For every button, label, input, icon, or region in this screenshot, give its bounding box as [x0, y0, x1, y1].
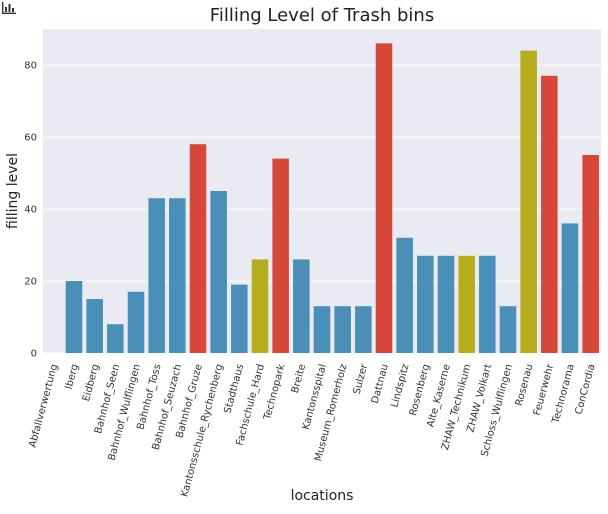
bar-technopark — [272, 158, 289, 353]
y-tick-label: 80 — [24, 61, 37, 72]
bar-rosenberg — [417, 255, 434, 353]
bar-lindspitz — [396, 237, 413, 353]
x-tick-label: ConCordia — [574, 363, 598, 416]
bar-fachschule-hard — [251, 259, 269, 353]
bar-technorama — [561, 223, 579, 353]
bar-eidberg — [86, 299, 103, 353]
x-tick-label: Dattnau — [370, 363, 391, 405]
x-axis-label: locations — [291, 488, 354, 504]
x-tick-label: Breite — [290, 363, 308, 395]
bar-chart-icon[interactable] — [2, 2, 16, 14]
x-tick-label: Feuerwehr — [532, 362, 557, 417]
x-tick-label: Lindspitz — [389, 363, 411, 409]
bar-kantonsschule-rychenberg — [210, 191, 227, 353]
bar-iberg — [65, 281, 83, 353]
bar-kantonsspital — [313, 306, 331, 353]
plot-area — [43, 29, 601, 353]
x-tick-labels: Abfallverwertung Iberg EidbergBahnhof_Seen… — [27, 362, 597, 498]
y-tick-label: 40 — [24, 205, 37, 216]
bar-zhaw-technikum — [458, 255, 475, 353]
x-tick-label: Sulzer — [352, 362, 371, 396]
bar-bahnhof-gruze — [189, 144, 207, 353]
y-tick-labels: 0 20 40 60 80 — [24, 61, 37, 360]
x-tick-label: Eidberg — [81, 363, 102, 403]
x-tick-label: Stadthaus — [222, 363, 246, 415]
y-tick-label: 0 — [31, 349, 37, 360]
bar-stadthaus — [231, 284, 248, 353]
bars — [65, 43, 599, 354]
bar-bahnhof-wulflingen — [127, 291, 145, 353]
x-tick-label: Technopark — [262, 363, 288, 422]
bar-sulzer — [355, 306, 372, 353]
y-axis-label: filling level — [5, 153, 21, 229]
bar-alte-kaserne — [437, 255, 455, 353]
bar-zhaw-volkart — [479, 255, 496, 353]
bar-museum-romerholz — [334, 306, 351, 353]
bar-bahnhof-toss — [148, 198, 165, 353]
chart-title: Filling Level of Trash bins — [210, 5, 434, 26]
y-tick-label: 20 — [24, 277, 37, 288]
bar-concordia — [582, 155, 599, 353]
bar-breite — [293, 259, 310, 353]
bar-rosenau — [520, 50, 537, 353]
bar-dattnau — [375, 43, 393, 354]
y-tick-label: 60 — [24, 133, 37, 144]
x-tick-label: Abfallverwertung — [27, 363, 60, 449]
x-tick-label: Iberg — [64, 363, 81, 391]
x-tick-label: Rosenberg — [408, 363, 432, 417]
bar-bahnhof-seen — [107, 324, 124, 353]
x-tick-label: Rosenau — [514, 363, 536, 407]
bar-feuerwehr — [541, 75, 558, 354]
bar-bahnhof-seuzach — [169, 198, 186, 353]
bar-schloss-wulflingen — [499, 306, 517, 353]
